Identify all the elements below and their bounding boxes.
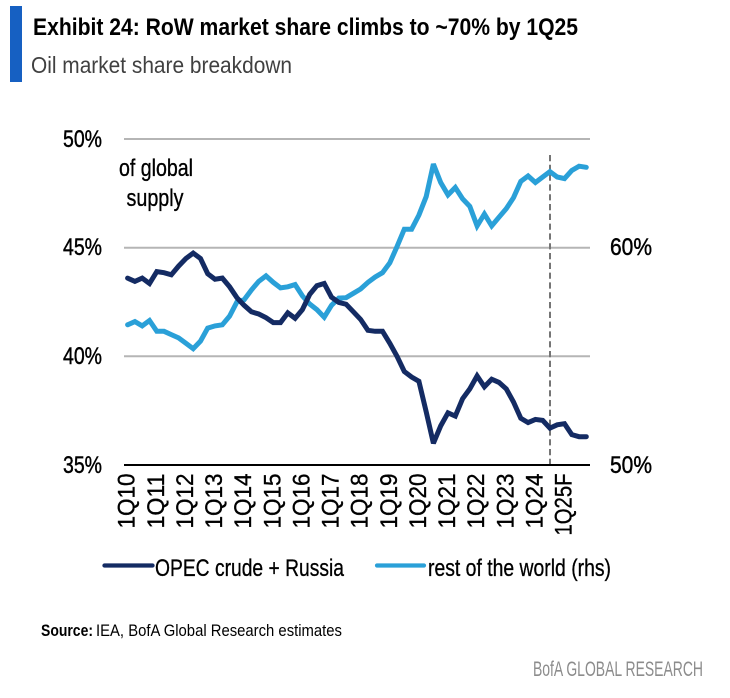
svg-text:1Q14: 1Q14 — [230, 474, 257, 529]
svg-text:1Q10: 1Q10 — [114, 474, 141, 529]
svg-text:IEA, BofA Global Research esti: IEA, BofA Global Research estimates — [96, 621, 342, 640]
svg-text:1Q21: 1Q21 — [434, 474, 461, 529]
svg-text:1Q19: 1Q19 — [376, 474, 403, 529]
svg-text:1Q20: 1Q20 — [405, 474, 432, 529]
svg-text:BofA GLOBAL RESEARCH: BofA GLOBAL RESEARCH — [533, 658, 703, 681]
svg-text:1Q15: 1Q15 — [259, 474, 286, 529]
svg-text:Source:: Source: — [41, 621, 93, 640]
svg-text:35%: 35% — [63, 452, 102, 479]
svg-text:Exhibit 24: RoW market share c: Exhibit 24: RoW market share climbs to ~… — [33, 14, 578, 41]
svg-text:of global: of global — [119, 155, 193, 182]
svg-text:1Q18: 1Q18 — [347, 474, 374, 529]
svg-text:1Q22: 1Q22 — [463, 474, 490, 529]
svg-text:50%: 50% — [610, 452, 652, 479]
svg-text:50%: 50% — [63, 126, 102, 153]
svg-text:1Q16: 1Q16 — [288, 474, 315, 529]
svg-text:supply: supply — [127, 185, 184, 212]
svg-text:1Q12: 1Q12 — [172, 474, 199, 529]
svg-text:Oil market share breakdown: Oil market share breakdown — [31, 52, 292, 78]
svg-text:45%: 45% — [63, 234, 102, 261]
svg-text:OPEC crude + Russia: OPEC crude + Russia — [155, 555, 345, 582]
svg-text:1Q25F: 1Q25F — [551, 474, 578, 536]
svg-text:1Q24: 1Q24 — [521, 474, 548, 529]
svg-text:1Q13: 1Q13 — [201, 474, 228, 529]
svg-text:1Q17: 1Q17 — [318, 474, 345, 529]
svg-text:rest of the world (rhs): rest of the world (rhs) — [428, 555, 611, 582]
svg-text:1Q23: 1Q23 — [492, 474, 519, 529]
svg-text:1Q11: 1Q11 — [143, 474, 170, 529]
svg-text:40%: 40% — [63, 343, 102, 370]
svg-text:60%: 60% — [610, 234, 652, 261]
